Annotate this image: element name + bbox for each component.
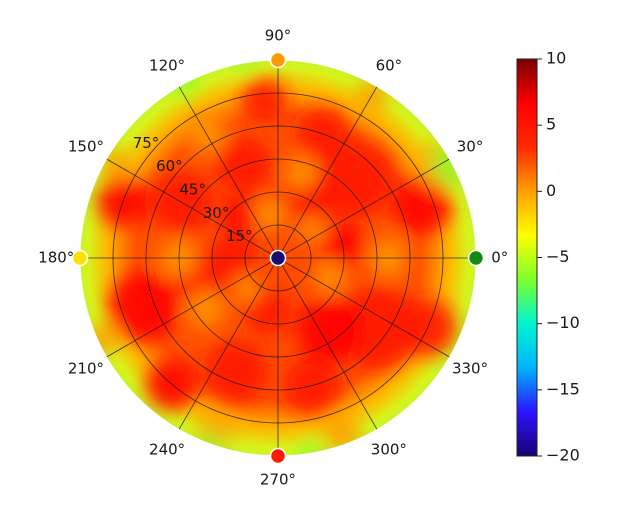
colorbar: 10 5 0 −5 −10 −15 −20	[516, 49, 580, 465]
angle-tick-label: 270°	[260, 470, 296, 488]
heat-blob-hot	[223, 196, 262, 236]
marker-point	[269, 447, 287, 465]
colorbar-tick-label: −5	[546, 247, 570, 266]
colorbar-gradient	[516, 58, 538, 457]
heat-blob-cool	[192, 432, 225, 456]
polar-plot-area: 0° 30° 60° 90° 120° 150° 180° 210° 240° 270° 300° 3…	[38, 27, 508, 489]
radial-tick-label: 15°	[226, 227, 253, 245]
heat-blob-hot	[204, 339, 269, 404]
heat-blob-hot	[317, 141, 395, 219]
edge-markers	[71, 51, 485, 465]
angle-tick-label: 0°	[491, 249, 508, 267]
colorbar-tick-label: −20	[546, 446, 580, 465]
heat-blob-cool	[297, 441, 330, 456]
angle-tick-label: 30°	[457, 138, 484, 156]
angle-tick-label: 120°	[149, 56, 185, 74]
marker-point	[467, 249, 485, 267]
angle-tick-labels: 0° 30° 60° 90° 120° 150° 180° 210° 240° 270° 300° 3…	[38, 27, 508, 489]
angle-tick-label: 180°	[38, 249, 74, 267]
heat-blob-hot	[211, 231, 257, 277]
radial-tick-label: 60°	[156, 157, 183, 175]
angular-gridline	[106, 257, 279, 358]
heat-blob-warm	[186, 289, 226, 328]
colorbar-tick-label: −10	[546, 313, 580, 332]
colorbar-tick-label: −15	[546, 379, 580, 398]
heat-blob-hot	[393, 176, 452, 235]
marker-point	[71, 249, 89, 267]
angular-gridline	[277, 86, 378, 259]
angle-tick-label: 90°	[265, 27, 292, 45]
colorbar-tick-label: 0	[546, 181, 556, 200]
heat-blob-warm	[322, 414, 362, 453]
colorbar-ticks: 10 5 0 −5 −10 −15 −20	[537, 49, 580, 465]
radial-tick-label: 75°	[133, 134, 160, 152]
colorbar-tick-label: 10	[546, 49, 566, 68]
heat-blob-hot	[108, 271, 179, 343]
heat-blob-hot	[335, 285, 419, 370]
angular-gridline	[277, 257, 378, 430]
radial-tick-labels: 15° 30° 45° 60° 75°	[133, 134, 253, 245]
heat-blob-warm	[284, 156, 317, 189]
angular-gridline	[277, 257, 450, 358]
angle-tick-label: 300°	[371, 441, 407, 459]
angle-tick-label: 210°	[68, 359, 104, 377]
colorbar-tick-label: 5	[546, 115, 556, 134]
marker-point	[269, 51, 287, 69]
angle-tick-label: 240°	[149, 441, 185, 459]
heat-blob-warm	[298, 216, 325, 243]
angular-gridline	[178, 257, 279, 430]
heat-blob-hot	[241, 77, 287, 123]
heat-blob-warm	[234, 276, 260, 302]
radial-tick-label: 45°	[179, 180, 206, 198]
angular-gridline	[277, 158, 450, 259]
heat-blob-warm	[86, 323, 119, 356]
heat-blob-warm	[313, 260, 346, 293]
heat-blob-cool	[230, 60, 256, 72]
angle-tick-label: 330°	[452, 359, 488, 377]
angular-gridline	[106, 158, 279, 259]
polar-grid	[79, 59, 477, 457]
marker-point	[269, 249, 287, 267]
radial-tick-label: 30°	[203, 204, 230, 222]
heat-blob-hot	[246, 289, 291, 335]
angle-tick-label: 150°	[68, 138, 104, 156]
heat-blob-hot	[296, 298, 361, 363]
angular-gridline	[178, 86, 279, 259]
angle-tick-label: 60°	[376, 56, 403, 74]
